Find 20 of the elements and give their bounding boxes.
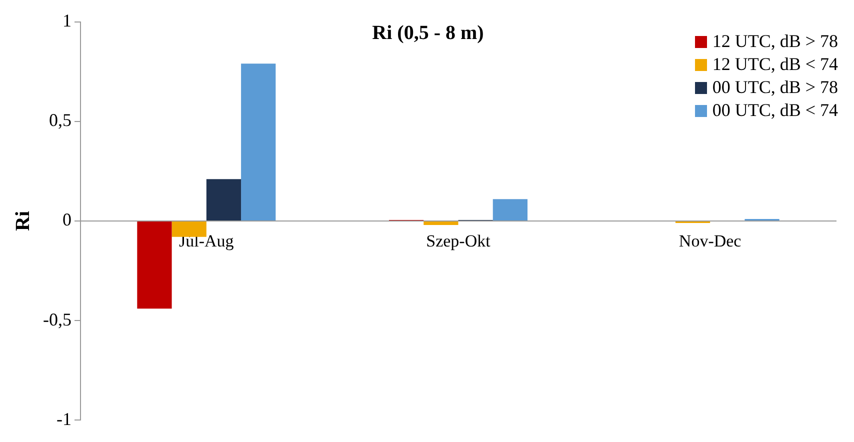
legend-label: 00 UTC, dB > 78 <box>712 76 838 99</box>
y-tick-label: -0,5 <box>42 309 72 330</box>
x-tick-label: Júl-Aug <box>179 232 234 251</box>
y-axis-title: Ri <box>12 210 34 231</box>
bar <box>137 222 172 309</box>
legend-label: 00 UTC, dB < 74 <box>712 99 838 122</box>
bar <box>492 199 528 220</box>
y-tick-label: -1 <box>56 408 72 429</box>
y-tick-label: 1 <box>62 10 72 31</box>
x-tick-label: Szep-Okt <box>426 232 491 251</box>
x-tick-label: Nov-Dec <box>678 232 742 251</box>
bar <box>172 222 206 237</box>
bar <box>241 64 276 220</box>
chart-title: Ri (0,5 - 8 m) <box>371 22 485 45</box>
legend-label: 12 UTC, dB > 78 <box>712 30 838 53</box>
y-tick-label: 0 <box>62 210 72 230</box>
bar <box>206 179 242 220</box>
bar <box>424 222 458 225</box>
y-tick-label: 0,5 <box>48 110 72 130</box>
legend-label: 12 UTC, dB < 74 <box>712 53 838 76</box>
